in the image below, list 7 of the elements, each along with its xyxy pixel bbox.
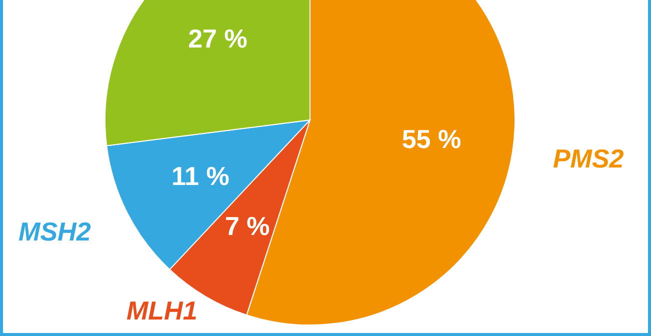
slice-label: PMS2 [552, 143, 624, 174]
data-label: 55 % [402, 124, 462, 154]
slice-label: MLH1 [126, 296, 198, 326]
data-label: 7 % [224, 210, 270, 241]
slice-label: MSH2 [18, 216, 92, 247]
data-label: 11 % [171, 160, 230, 191]
data-label: 27 % [188, 24, 248, 54]
